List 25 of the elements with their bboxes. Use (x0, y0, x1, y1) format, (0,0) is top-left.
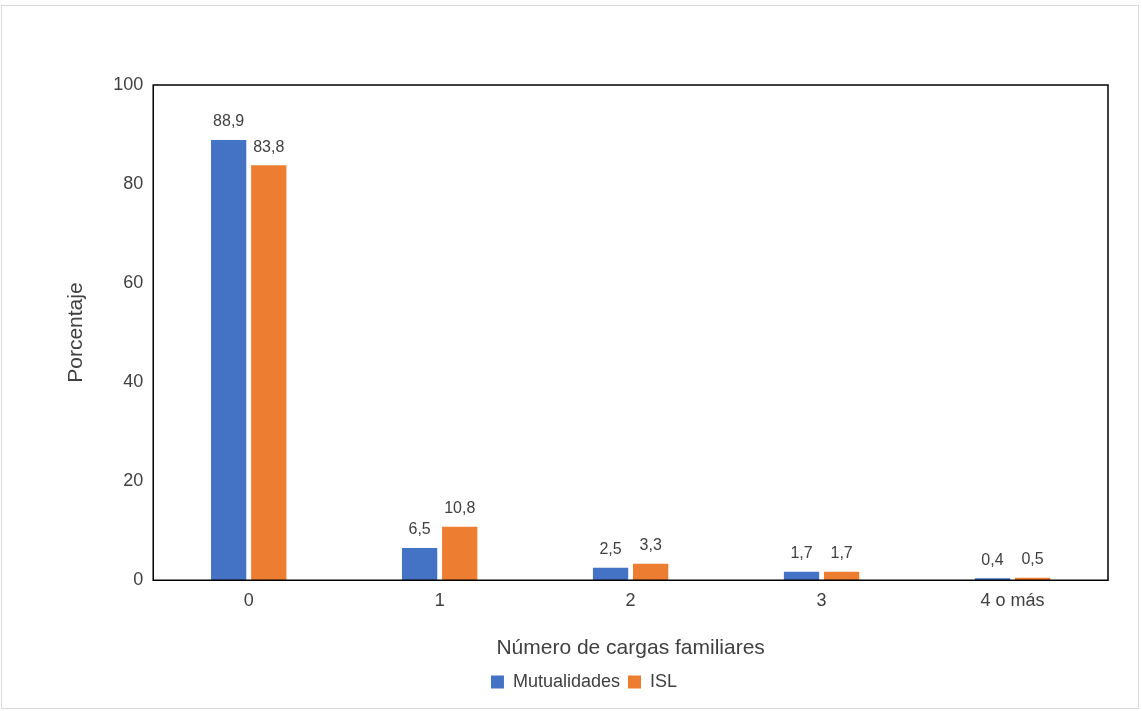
legend-label: Mutualidades (512, 670, 621, 691)
data-label: 6,5 (408, 520, 431, 538)
data-label: 1,7 (830, 544, 853, 562)
data-label: 0,5 (1021, 550, 1044, 568)
y-tick-label: 80 (123, 173, 144, 194)
x-tick-label: 1 (434, 589, 445, 610)
legend-label: ISL (650, 670, 678, 691)
y-tick-label: 60 (123, 272, 144, 293)
y-axis-title: Porcentaje (63, 282, 87, 383)
y-tick-label: 100 (113, 73, 144, 94)
y-tick-label: 40 (123, 371, 144, 392)
x-tick-label: 4 o más (980, 589, 1045, 610)
x-tick-label: 0 (243, 589, 254, 610)
data-label: 3,3 (639, 536, 662, 554)
data-label: 0,4 (981, 550, 1004, 568)
data-label: 1,7 (790, 544, 813, 562)
data-label: 10,8 (444, 499, 476, 517)
y-tick-label: 20 (123, 470, 144, 491)
x-tick-label: 3 (816, 589, 827, 610)
data-label: 2,5 (599, 540, 622, 558)
y-tick-label: 0 (133, 569, 144, 590)
data-label: 88,9 (213, 112, 245, 130)
x-axis-title: Número de cargas familiares (496, 635, 765, 659)
data-label: 83,8 (253, 137, 285, 155)
x-tick-label: 2 (625, 589, 636, 610)
